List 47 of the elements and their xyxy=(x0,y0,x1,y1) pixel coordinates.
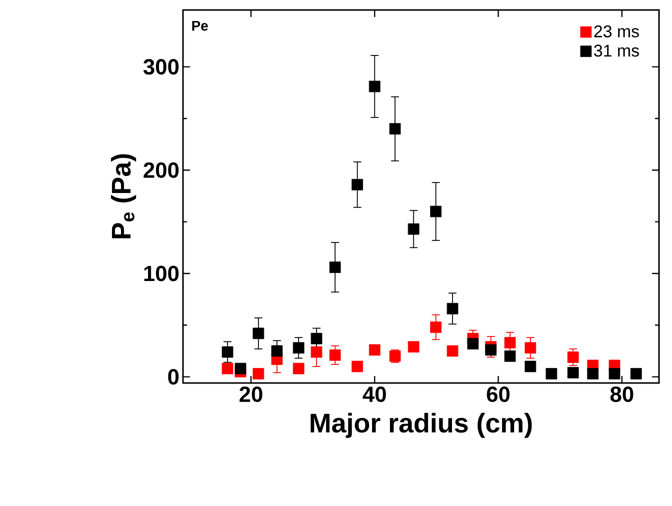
point xyxy=(252,328,264,340)
point xyxy=(352,360,364,372)
point xyxy=(430,322,442,333)
point xyxy=(222,362,234,374)
point xyxy=(368,344,380,356)
point xyxy=(352,178,364,190)
point xyxy=(630,368,642,380)
point xyxy=(252,368,264,380)
y-tick-label: 200 xyxy=(144,162,179,178)
point xyxy=(292,362,304,374)
x-tick-label: 80 xyxy=(610,386,634,402)
point xyxy=(546,368,558,380)
y-tick-label: 0 xyxy=(168,369,179,385)
legend-label: 31 ms xyxy=(594,44,639,57)
annotation: Pe xyxy=(192,20,208,31)
point xyxy=(222,346,234,358)
point xyxy=(292,342,304,354)
point xyxy=(524,342,536,354)
x-axis-title: Major radius (cm) xyxy=(310,412,532,438)
x-tick-label: 20 xyxy=(240,386,262,402)
legend-label: 23 ms xyxy=(594,25,639,38)
point xyxy=(310,346,322,358)
point xyxy=(608,368,620,380)
y-tick-label: 100 xyxy=(144,266,179,282)
point xyxy=(408,223,420,235)
point xyxy=(329,349,341,361)
point xyxy=(271,345,283,357)
point xyxy=(368,80,380,92)
point xyxy=(567,351,579,363)
x-tick-label: 60 xyxy=(486,386,510,402)
point xyxy=(234,362,246,374)
point xyxy=(567,366,579,378)
point xyxy=(524,360,536,372)
point xyxy=(430,206,442,218)
x-tick-label: 40 xyxy=(362,386,386,402)
point xyxy=(310,332,322,344)
point xyxy=(504,337,516,348)
point xyxy=(587,368,599,380)
point xyxy=(329,262,341,273)
y-tick-label: 300 xyxy=(143,59,179,75)
point xyxy=(389,123,401,134)
y-axis-title: P$_{e}$ (Pa) xyxy=(110,154,136,238)
point xyxy=(446,302,458,314)
point xyxy=(504,350,516,362)
point xyxy=(408,341,420,353)
point xyxy=(446,345,458,357)
point xyxy=(467,338,479,350)
